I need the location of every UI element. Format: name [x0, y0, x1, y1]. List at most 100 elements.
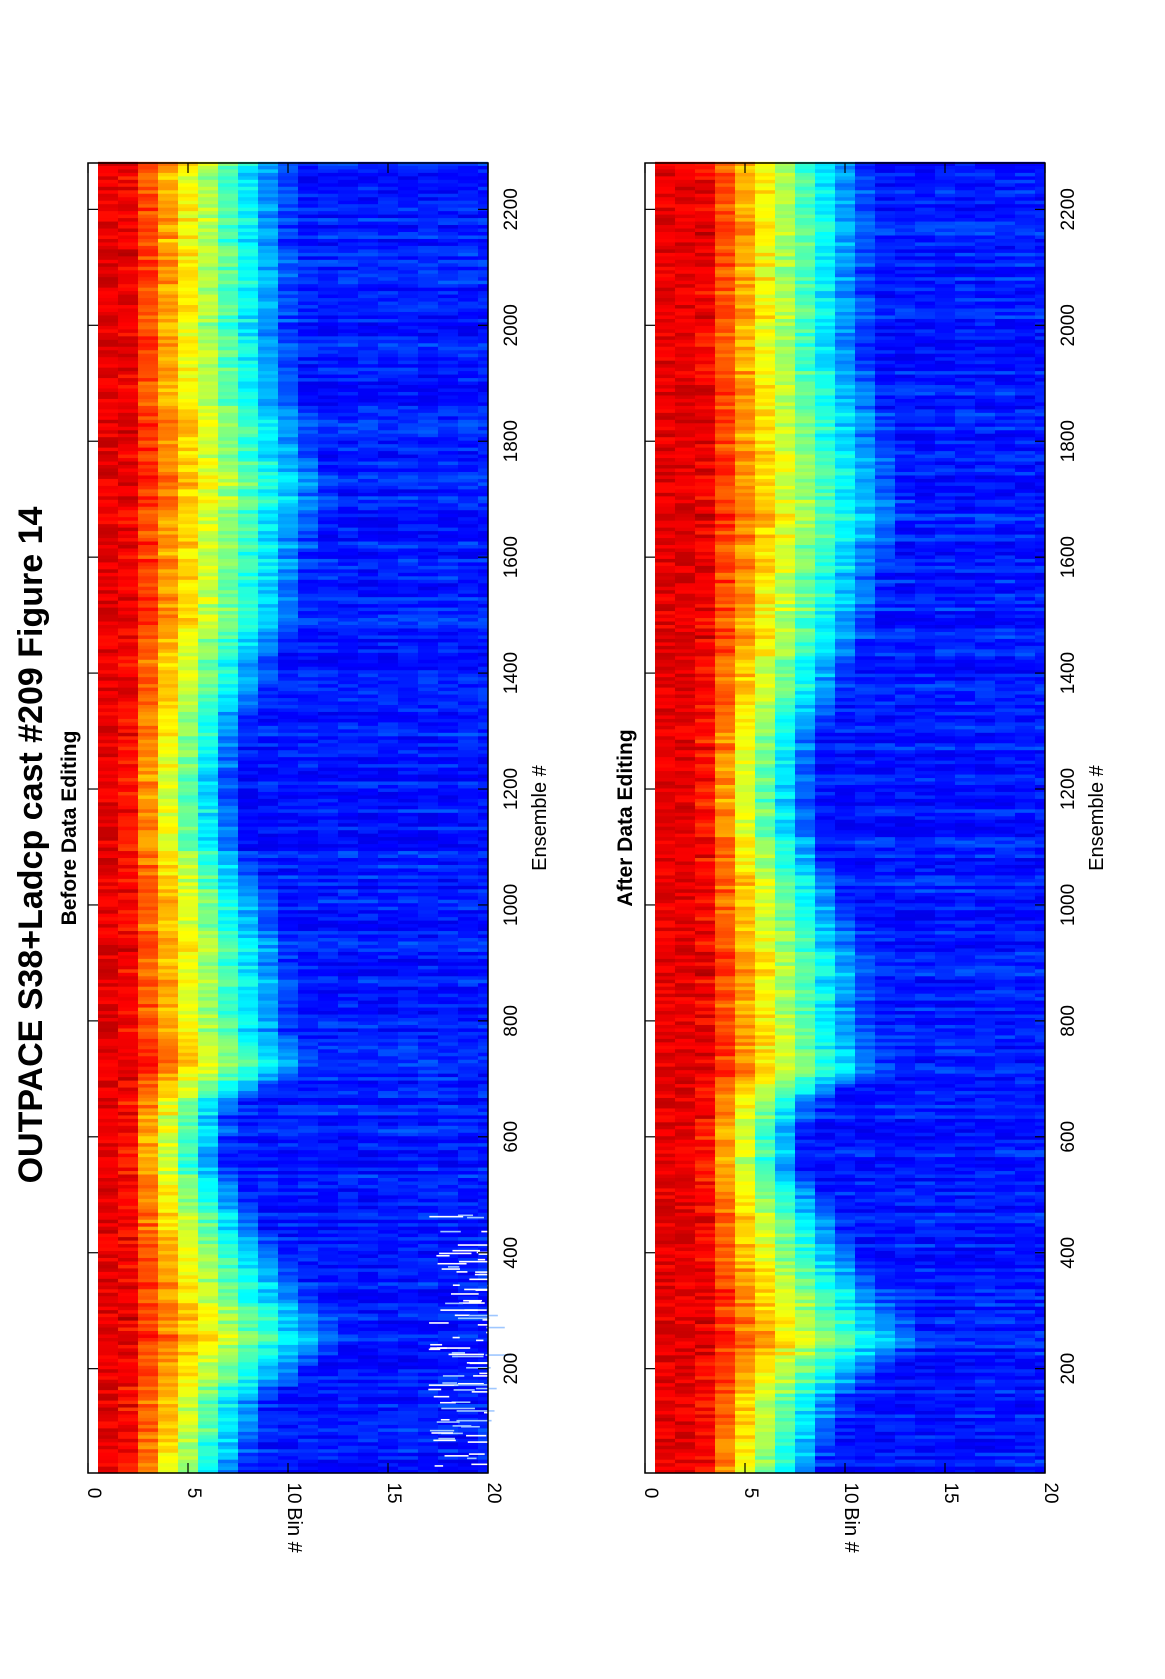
- heatmap-cell: [98, 993, 118, 998]
- heatmap-cell: [118, 613, 138, 619]
- heatmap-cell: [318, 1166, 338, 1172]
- heatmap-cell: [198, 1048, 218, 1053]
- heatmap-cell: [478, 634, 488, 639]
- heatmap-cell: [198, 840, 218, 845]
- heatmap-cell: [418, 1090, 438, 1095]
- heatmap-cell: [458, 1413, 478, 1418]
- heatmap-cell: [158, 1156, 178, 1161]
- heatmap-cell: [258, 1358, 278, 1363]
- heatmap-cell: [438, 1302, 458, 1307]
- heatmap-cell: [418, 1027, 438, 1032]
- heatmap-cell: [358, 680, 378, 685]
- heatmap-cell: [118, 1173, 138, 1178]
- heatmap-cell: [398, 1420, 418, 1425]
- heatmap-cell: [358, 1344, 378, 1349]
- heatmap-cell: [458, 1153, 478, 1158]
- heatmap-cell: [458, 895, 478, 900]
- heatmap-cell: [278, 1417, 298, 1422]
- heatmap-cell: [98, 826, 118, 831]
- heatmap-cell: [418, 1073, 438, 1078]
- heatmap-cell: [438, 930, 458, 935]
- heatmap-cell: [458, 680, 478, 685]
- heatmap-cell: [218, 885, 238, 890]
- heatmap-cell: [178, 1445, 198, 1450]
- heatmap-cell: [338, 947, 358, 952]
- heatmap-cell: [138, 958, 158, 963]
- heatmap-cell: [438, 1295, 458, 1300]
- heatmap-cell: [358, 1208, 378, 1213]
- heatmap-cell: [98, 1142, 118, 1147]
- heatmap-cell: [178, 1246, 198, 1252]
- heatmap-cell: [398, 940, 418, 945]
- heatmap-cell: [438, 662, 458, 667]
- heatmap-cell: [318, 878, 338, 883]
- heatmap-cell: [218, 857, 238, 862]
- heatmap-cell: [98, 867, 118, 872]
- heatmap-cell: [398, 1427, 418, 1432]
- heatmap-cell: [278, 1379, 298, 1384]
- heatmap-cell: [298, 1462, 318, 1467]
- heatmap-cell: [438, 1086, 458, 1092]
- heatmap-cell: [438, 965, 458, 970]
- heatmap-cell: [118, 1330, 138, 1335]
- heatmap-cell: [278, 1139, 298, 1144]
- heatmap-cell: [378, 937, 398, 942]
- heatmap-cell: [158, 1375, 178, 1380]
- heatmap-cell: [478, 749, 488, 754]
- heatmap-cell: [238, 1201, 258, 1206]
- heatmap-cell: [258, 1222, 278, 1227]
- heatmap-cell: [378, 617, 398, 622]
- heatmap-cell: [258, 683, 278, 688]
- heatmap-cell: [358, 1062, 378, 1067]
- heatmap-cell: [158, 850, 178, 855]
- heatmap-cell: [258, 954, 278, 959]
- heatmap-cell: [458, 833, 478, 838]
- heatmap-cell: [258, 958, 278, 963]
- heatmap-cell: [398, 1288, 418, 1293]
- heatmap-cell: [198, 1219, 218, 1224]
- heatmap-cell: [298, 1059, 318, 1064]
- heatmap-cell: [238, 1246, 258, 1252]
- heatmap-cell: [338, 822, 358, 827]
- heatmap-cell: [138, 1379, 158, 1384]
- heatmap-cell: [98, 909, 118, 914]
- heatmap-cell: [458, 913, 478, 918]
- heatmap-cell: [298, 794, 318, 799]
- heatmap-cell: [378, 954, 398, 959]
- heatmap-cell: [358, 718, 378, 723]
- heatmap-cell: [158, 1323, 178, 1328]
- heatmap-cell: [318, 1055, 338, 1060]
- heatmap-cell: [418, 1368, 438, 1373]
- heatmap-cell: [118, 1045, 138, 1050]
- heatmap-cell: [378, 1187, 398, 1192]
- heatmap-cell: [238, 1128, 258, 1133]
- heatmap-cell: [318, 1459, 338, 1464]
- heatmap-cell: [98, 1097, 118, 1102]
- heatmap-cell: [158, 1448, 178, 1453]
- heatmap-cell: [298, 1069, 318, 1074]
- heatmap-cell: [238, 739, 258, 744]
- heatmap-cell: [238, 1020, 258, 1025]
- heatmap-cell: [118, 648, 138, 653]
- heatmap-cell: [238, 1379, 258, 1384]
- heatmap-cell: [298, 920, 318, 925]
- heatmap-cell: [338, 1173, 358, 1178]
- heatmap-cell: [138, 1309, 158, 1314]
- heatmap-cell: [478, 1427, 488, 1432]
- heatmap-cell: [458, 822, 478, 827]
- heatmap-cell: [98, 1163, 118, 1168]
- heatmap-cell: [458, 1445, 478, 1450]
- heatmap-cell: [298, 641, 318, 646]
- heatmap-cell: [338, 1205, 358, 1210]
- heatmap-cell: [138, 1448, 158, 1453]
- heatmap-cell: [298, 1354, 318, 1359]
- heatmap-cell: [398, 1333, 418, 1338]
- heatmap-cell: [398, 1285, 418, 1290]
- heatmap-cell: [338, 1441, 358, 1446]
- heatmap-cell: [158, 836, 178, 841]
- heatmap-cell: [398, 742, 418, 747]
- heatmap-cell: [318, 881, 338, 886]
- heatmap-cell: [298, 770, 318, 775]
- heatmap-cell: [138, 711, 158, 716]
- heatmap-cell: [398, 1166, 418, 1172]
